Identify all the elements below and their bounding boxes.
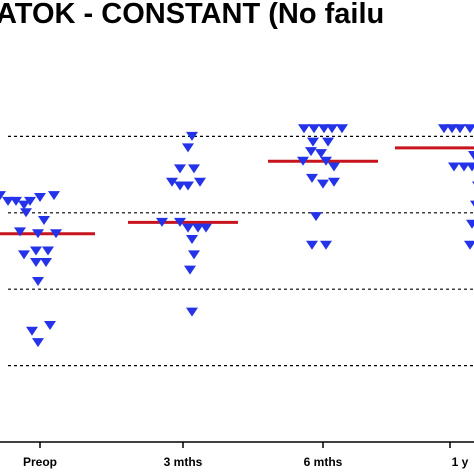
data-point-triangle [310,212,322,222]
data-point-triangle [40,257,52,267]
data-point-triangle [2,196,14,206]
data-point-triangle [18,250,30,260]
data-point-triangle [186,235,198,245]
x-tick-label: 3 mths [164,455,203,469]
data-point-triangle [42,246,54,256]
data-point-triangle [320,156,332,166]
data-point-triangle [306,240,318,250]
data-point-triangle [308,124,320,134]
data-point-triangle [318,124,330,134]
median-layer [0,146,474,236]
point-layer [0,124,474,348]
data-point-triangle [186,131,198,141]
x-tick-label: 6 mths [304,455,343,469]
data-point-triangle [306,173,318,183]
data-point-triangle [166,177,178,187]
data-point-triangle [32,338,44,348]
data-point-triangle [466,162,474,172]
data-point-triangle [464,124,474,134]
data-point-triangle [34,193,46,203]
data-point-triangle [10,196,22,206]
data-point-triangle [44,320,56,330]
data-point-triangle [448,162,460,172]
data-point-triangle [305,147,317,157]
data-point-triangle [174,181,186,191]
data-point-triangle [188,164,200,174]
data-point-triangle [320,240,332,250]
data-point-triangle [14,227,26,237]
data-point-triangle [174,164,186,174]
data-point-triangle [446,124,458,134]
data-point-triangle [174,217,186,227]
data-point-triangle [200,223,212,233]
data-point-triangle [186,307,198,317]
data-point-triangle [156,217,168,227]
data-point-triangle [20,208,32,218]
data-point-triangle [328,162,340,172]
data-point-triangle [30,246,42,256]
label-layer: Preop 3 mths 6 mths 1 y [23,455,469,469]
data-point-triangle [322,137,334,147]
data-point-triangle [468,151,474,160]
data-point-triangle [297,156,309,166]
axis-layer [0,441,474,448]
data-point-triangle [48,191,60,201]
data-point-triangle [458,162,470,172]
grid-layer [8,135,474,367]
data-point-triangle [50,229,62,239]
data-point-triangle [307,137,319,147]
data-point-triangle [182,223,194,233]
data-point-triangle [315,149,327,159]
data-point-triangle [30,257,42,267]
data-point-triangle [438,124,450,134]
data-point-triangle [184,265,196,275]
data-point-triangle [182,181,194,191]
data-point-triangle [26,326,38,336]
data-point-triangle [32,277,44,287]
x-tick-label: 1 y [452,455,469,469]
data-point-triangle [328,177,340,187]
data-point-triangle [454,124,466,134]
data-point-triangle [32,229,44,239]
data-point-triangle [38,215,50,225]
data-point-triangle [188,250,200,260]
data-point-triangle [0,191,6,201]
x-tick-label: Preop [23,455,57,469]
data-point-triangle [182,143,194,153]
data-point-triangle [326,124,338,134]
data-point-triangle [464,240,474,250]
chart-title: ATOK - CONSTANT (No failu [0,0,385,30]
data-point-triangle [24,196,36,206]
data-point-triangle [192,223,204,233]
data-point-triangle [466,219,474,229]
data-point-triangle [298,124,310,134]
data-point-triangle [317,179,329,189]
data-point-triangle [336,124,348,134]
data-point-triangle [18,200,30,210]
data-point-triangle [470,200,474,207]
data-point-triangle [194,177,206,187]
